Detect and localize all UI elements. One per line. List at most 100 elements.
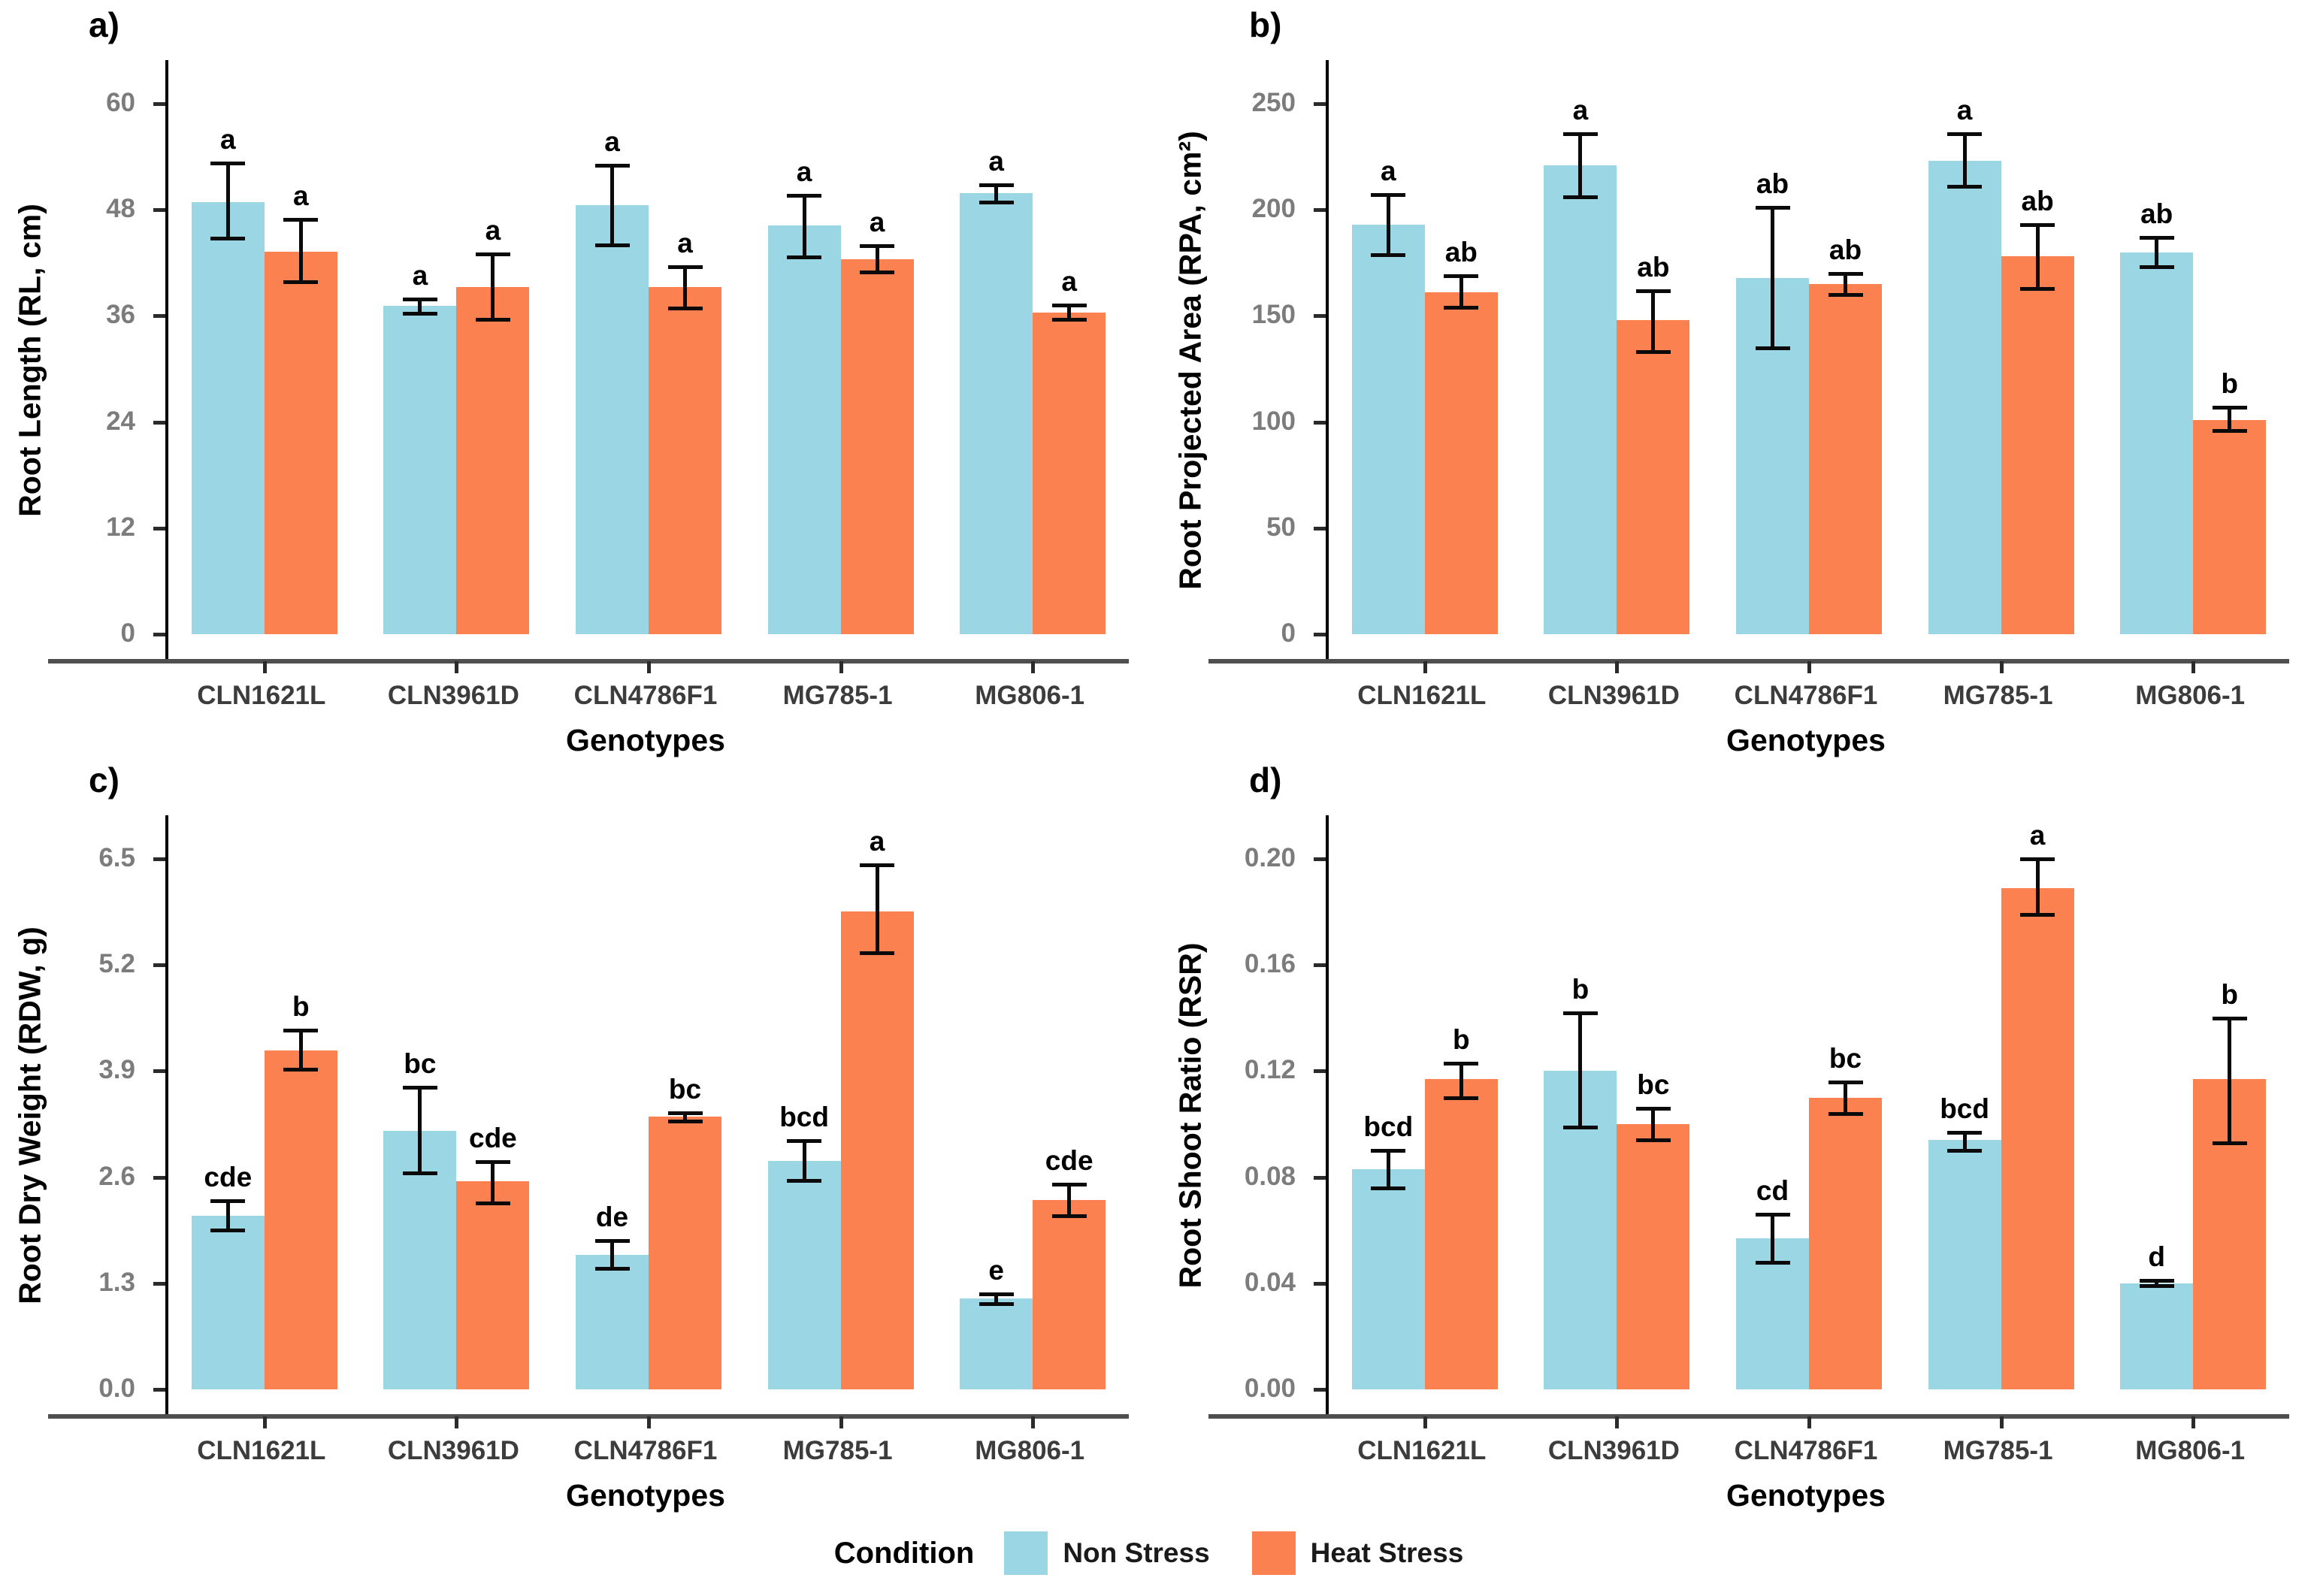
x-axis-title: Genotypes: [1726, 1478, 1886, 1513]
error-bar-cap-bottom: [1635, 350, 1671, 355]
category-label: CLN1621L: [1357, 681, 1487, 710]
error-bar-cap-bottom: [1371, 1186, 1406, 1190]
error-bar-cap-bottom: [402, 311, 437, 316]
sig-letter: bc: [668, 1073, 702, 1105]
error-bar-cap-top: [787, 1138, 822, 1143]
y-axis-title: Root Dry Weight (RDW, g): [12, 926, 47, 1304]
category-label: CLN4786F1: [1734, 1436, 1878, 1465]
error-bar-cap-top: [787, 194, 822, 198]
y-tick-label: 250: [1251, 88, 1296, 117]
error-bar: [1844, 1081, 1847, 1114]
bar-CLN1621L-heat-stress: [264, 251, 337, 634]
legend-title: Condition: [833, 1536, 975, 1570]
error-bar-cap-bottom: [1755, 1260, 1790, 1265]
x-tick-mark: [1423, 1416, 1427, 1428]
error-bar: [225, 162, 230, 238]
error-bar: [298, 219, 303, 282]
error-bar-cap-top: [594, 1239, 630, 1244]
sig-letter: bc: [1637, 1069, 1670, 1100]
category-label: CLN1621L: [1357, 1436, 1487, 1465]
y-tick-label: 0.04: [1244, 1267, 1296, 1297]
sig-letter: ab: [1444, 236, 1478, 268]
y-tick-mark: [1314, 208, 1326, 213]
error-bar-cap-top: [1051, 1183, 1087, 1187]
category-label: MG785-1: [1943, 681, 2053, 710]
sig-letter: d: [2148, 1241, 2165, 1273]
y-tick-mark: [153, 857, 165, 861]
error-bar-cap-bottom: [2212, 428, 2247, 433]
error-bar-cap-top: [1371, 193, 1406, 198]
sig-letter: bcd: [1940, 1093, 1989, 1124]
error-bar-cap-bottom: [1947, 185, 1983, 189]
sig-letter: a: [604, 126, 620, 158]
category-label: CLN3961D: [387, 1436, 519, 1465]
sig-letter: ab: [2021, 185, 2054, 216]
y-axis-title: Root Length (RL, cm): [12, 204, 47, 517]
y-tick-label: 150: [1251, 300, 1296, 330]
x-tick-mark: [1807, 1416, 1811, 1428]
bar-CLN3961D-heat-stress: [1617, 1124, 1690, 1389]
error-bar-cap-top: [1828, 1080, 1863, 1084]
y-tick-mark: [1314, 314, 1326, 319]
error-bar: [2228, 1017, 2232, 1143]
x-tick-mark: [839, 661, 843, 673]
error-bar: [1651, 1108, 1656, 1141]
sig-letter: a: [412, 260, 428, 292]
legend-label-heat-stress: Heat Stress: [1310, 1537, 1464, 1568]
y-tick-label: 5.2: [98, 949, 135, 979]
bar-CLN4786F1-heat-stress: [1809, 1097, 1882, 1389]
x-axis-title: Genotypes: [566, 723, 725, 757]
y-tick-mark: [153, 314, 165, 319]
error-bar-cap-bottom: [1562, 195, 1598, 200]
error-bar-cap-bottom: [1444, 306, 1479, 310]
sig-letter: a: [220, 123, 236, 155]
error-bar: [802, 1140, 806, 1180]
error-bar-cap-top: [1947, 131, 1983, 136]
error-bar-cap-bottom: [1051, 318, 1087, 322]
error-bar-cap-top: [475, 252, 510, 257]
panel-a: a) Root Length (RL, cm) a a a a a a a a a a 0 12 24 36 4…: [0, 0, 1160, 757]
bar-CLN4786F1-heat-stress: [649, 286, 721, 634]
error-bar-cap-top: [2139, 1279, 2174, 1283]
bar-MG806-1-non-stress: [2120, 252, 2194, 634]
error-bar-cap-top: [283, 1029, 319, 1033]
sig-letter: cde: [1045, 1145, 1093, 1177]
error-bar: [1067, 1184, 1072, 1216]
error-bar-cap-top: [1828, 271, 1863, 276]
y-tick-mark: [1314, 526, 1326, 530]
sig-letter: b: [292, 991, 310, 1023]
y-tick-mark: [153, 420, 165, 425]
category-label: MG785-1: [782, 1436, 893, 1465]
error-bar-cap-bottom: [860, 951, 895, 955]
error-bar: [1962, 133, 1967, 187]
error-bar-cap-top: [2020, 857, 2055, 861]
bar-MG806-1-heat-stress: [1033, 312, 1106, 634]
error-bar-cap-top: [475, 1159, 510, 1164]
y-tick-mark: [1314, 1281, 1326, 1286]
bar-CLN1621L-non-stress: [1351, 224, 1425, 634]
error-bar: [1578, 1012, 1583, 1127]
error-bar-cap-top: [1444, 1061, 1479, 1066]
x-axis-line: [48, 659, 1129, 663]
y-tick-mark: [153, 526, 165, 530]
bar-MG785-1-heat-stress: [2001, 256, 2074, 634]
bar-CLN3961D-non-stress: [383, 306, 457, 634]
y-tick-mark: [153, 1388, 165, 1392]
heat-stress-swatch: [1251, 1531, 1296, 1575]
sig-letter: a: [677, 227, 693, 258]
x-tick-mark: [647, 661, 651, 673]
error-bar: [994, 1293, 999, 1304]
bar-CLN1621L-heat-stress: [1424, 292, 1498, 634]
x-tick-mark: [1999, 661, 2004, 673]
error-bar-cap-bottom: [1051, 1214, 1087, 1218]
error-bar-cap-top: [1635, 1106, 1671, 1111]
error-bar-cap-bottom: [2020, 286, 2055, 291]
category-label: CLN3961D: [387, 681, 519, 710]
x-tick-mark: [1615, 1416, 1620, 1428]
category-label: MG806-1: [2135, 1436, 2246, 1465]
bar-CLN4786F1-heat-stress: [649, 1117, 721, 1389]
category-label: MG785-1: [782, 681, 893, 710]
x-tick-mark: [1423, 661, 1427, 673]
error-bar-cap-top: [594, 164, 630, 168]
error-bar-cap-top: [1444, 274, 1479, 278]
